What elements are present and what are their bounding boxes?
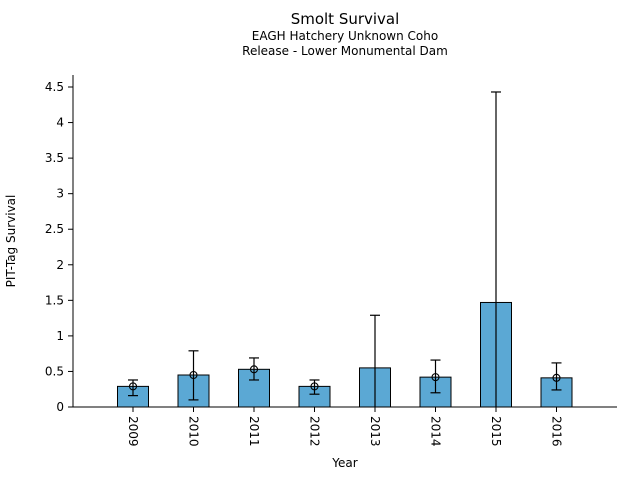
y-tick-label-1.5: 1.5 xyxy=(45,293,64,307)
x-axis-label: Year xyxy=(332,456,358,470)
y-tick-label-1: 1 xyxy=(56,329,64,343)
y-tick-label-3: 3 xyxy=(56,187,64,201)
point-marker-2009 xyxy=(128,382,138,391)
y-tick-label-4.5: 4.5 xyxy=(45,80,64,94)
point-marker-2011 xyxy=(249,365,259,374)
point-marker-2014 xyxy=(431,373,440,382)
x-tick-label-2012: 2012 xyxy=(308,416,322,447)
x-tick-label-2009: 2009 xyxy=(126,416,140,447)
y-tick-label-2.5: 2.5 xyxy=(45,222,64,236)
point-marker-2010 xyxy=(189,370,198,380)
x-tick-label-2015: 2015 xyxy=(489,416,503,447)
chart-subtitle-line1: EAGH Hatchery Unknown Coho xyxy=(251,29,439,43)
y-tick-label-0: 0 xyxy=(56,400,64,414)
x-tick-label-2016: 2016 xyxy=(550,416,564,447)
chart-subtitle-line2: Release - Lower Monumental Dam xyxy=(242,44,448,58)
y-tick-label-0.5: 0.5 xyxy=(45,364,64,378)
x-tick-label-2010: 2010 xyxy=(187,416,201,447)
x-tick-label-2014: 2014 xyxy=(429,416,443,447)
point-marker-2012 xyxy=(310,382,319,391)
y-tick-label-2: 2 xyxy=(56,258,64,272)
point-marker-2016 xyxy=(552,373,561,382)
y-tick-label-4: 4 xyxy=(56,116,64,130)
chart-title: Smolt Survival xyxy=(290,10,400,28)
x-tick-label-2013: 2013 xyxy=(368,416,382,447)
x-tick-label-2011: 2011 xyxy=(247,416,261,447)
y-tick-label-3.5: 3.5 xyxy=(45,151,64,165)
